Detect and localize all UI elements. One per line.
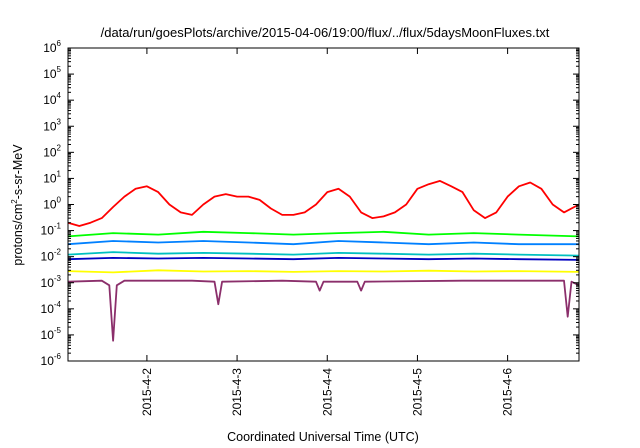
y-axis-label-superscript: 2: [10, 199, 19, 204]
y-tick-base: 10: [43, 41, 57, 55]
y-tick-exponent: -2: [54, 248, 62, 257]
y-tick-base: 10: [41, 328, 55, 342]
y-tick-exponent: 2: [57, 143, 62, 152]
y-tick-base: 10: [41, 302, 55, 316]
series-line-2: [67, 230, 580, 238]
series-line-3: [67, 240, 579, 246]
series-line-1: [67, 180, 580, 227]
y-tick-base: 10: [41, 250, 55, 264]
y-tick-label: 10-1: [41, 222, 62, 238]
series-line-4: [67, 251, 580, 257]
y-tick-label: 10-2: [41, 248, 62, 264]
y-tick-base: 10: [43, 198, 57, 212]
y-tick-base: 10: [41, 276, 55, 290]
y-tick-label: 102: [43, 143, 61, 159]
y-tick-base: 10: [43, 119, 57, 133]
y-tick-exponent: -1: [54, 222, 62, 231]
y-tick-label: 105: [43, 65, 61, 81]
y-tick-base: 10: [43, 93, 57, 107]
series-line-6: [67, 269, 580, 274]
y-tick-label: 10-6: [41, 352, 62, 368]
y-tick-label: 103: [43, 117, 61, 133]
y-tick-exponent: 5: [57, 65, 62, 74]
y-tick-label: 106: [43, 39, 61, 55]
x-tick-label: 2015-4-5: [410, 368, 424, 416]
y-tick-exponent: -4: [54, 300, 62, 309]
y-axis-label-suffix: -s-sr-MeV: [11, 144, 25, 200]
y-axis: 10-610-510-410-310-210-11001011021031041…: [41, 39, 579, 368]
series-layer: [67, 180, 580, 342]
y-tick-base: 10: [43, 171, 57, 185]
series-line-7: [67, 279, 580, 342]
y-tick-exponent: -3: [54, 274, 62, 283]
x-tick-label: 2015-4-4: [320, 368, 334, 416]
y-tick-label: 101: [43, 169, 61, 185]
x-tick-label: 2015-4-2: [140, 368, 154, 416]
x-axis-label: Coordinated Universal Time (UTC): [227, 430, 419, 444]
y-tick-label: 10-3: [41, 274, 62, 290]
y-tick-base: 10: [43, 145, 57, 159]
x-axis: 2015-4-2 2015-4-3 2015-4-4 2015-4-5 2015-4-6: [140, 48, 515, 416]
y-tick-label: 10-5: [41, 326, 62, 342]
y-tick-exponent: 6: [57, 39, 62, 48]
y-axis-label: protons/cm2-s-sr-MeV: [10, 144, 25, 266]
y-axis-label-prefix: protons/cm: [11, 204, 25, 266]
y-tick-label: 104: [43, 91, 61, 107]
chart-title: /data/run/goesPlots/archive/2015-04-06/1…: [101, 25, 550, 40]
y-tick-exponent: 4: [57, 91, 62, 100]
y-tick-exponent: 0: [57, 196, 62, 205]
y-tick-exponent: 3: [57, 117, 62, 126]
series-line-5: [67, 257, 580, 261]
y-tick-base: 10: [41, 354, 55, 368]
y-tick-base: 10: [41, 224, 55, 238]
y-tick-label: 100: [43, 196, 61, 212]
y-tick-exponent: -6: [54, 352, 62, 361]
y-tick-label: 10-4: [41, 300, 62, 316]
y-tick-exponent: 1: [57, 169, 62, 178]
x-tick-label: 2015-4-3: [230, 368, 244, 416]
y-tick-base: 10: [43, 67, 57, 81]
y-tick-exponent: -5: [54, 326, 62, 335]
x-tick-label: 2015-4-6: [501, 368, 515, 416]
